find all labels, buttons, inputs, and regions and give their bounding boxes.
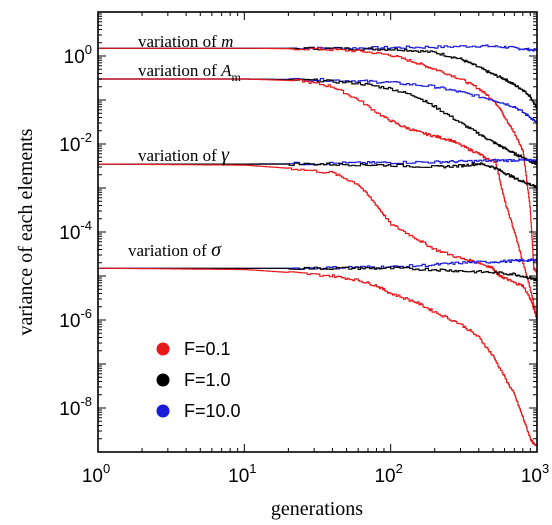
x-tick-label: 101 <box>228 461 256 487</box>
legend-label-f100: F=10.0 <box>184 401 241 421</box>
series-line-Am-3 <box>98 77 537 123</box>
annotation-am: variation of Am <box>138 61 241 84</box>
series-line-Am-5 <box>98 78 537 320</box>
annotation-m: variation of m <box>138 32 233 51</box>
series-line-gamma-8 <box>98 163 537 321</box>
series-line-sigma-9 <box>98 258 537 270</box>
legend-marker-f01 <box>156 342 170 356</box>
series-line-m-2 <box>98 47 537 275</box>
y-tick-label: 10-2 <box>59 130 92 156</box>
series-line-Am-4 <box>98 78 537 165</box>
series-layer <box>98 44 537 447</box>
annotation-gamma: variation of γ <box>138 144 230 166</box>
y-tick-label: 10-4 <box>59 218 92 244</box>
legend-label-f10: F=1.0 <box>184 370 231 390</box>
series-line-m-0 <box>98 44 537 52</box>
x-tick-label: 103 <box>521 461 549 487</box>
tick-layer: 100 101 102 103 100 10-2 10-4 10-6 10-8 <box>59 12 549 487</box>
legend: F=0.1 F=1.0 F=10.0 <box>156 339 241 421</box>
legend-label-f01: F=0.1 <box>184 339 231 359</box>
x-tick-label: 100 <box>82 461 110 487</box>
legend-marker-f10 <box>156 373 170 387</box>
series-line-sigma-11 <box>98 267 537 447</box>
y-tick-label: 100 <box>64 42 92 68</box>
x-tick-label: 102 <box>374 461 402 487</box>
y-tick-label: 10-8 <box>59 394 92 420</box>
legend-marker-f100 <box>156 404 170 418</box>
series-line-sigma-10 <box>98 266 537 282</box>
y-axis-label: variance of each elements <box>15 128 37 335</box>
series-line-gamma-7 <box>98 162 537 189</box>
x-axis-label: generations <box>271 498 363 520</box>
annotation-sigma: variation of σ <box>128 239 222 261</box>
y-tick-label: 10-6 <box>59 306 92 332</box>
